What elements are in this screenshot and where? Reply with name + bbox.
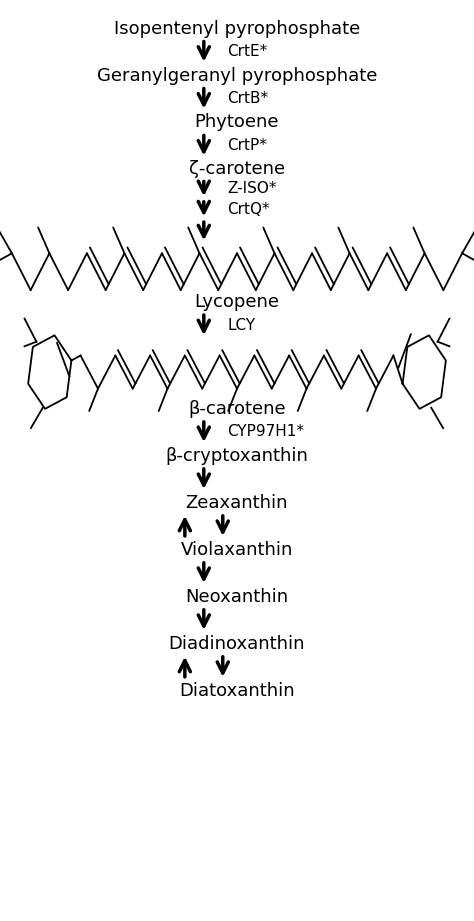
Text: Isopentenyl pyrophosphate: Isopentenyl pyrophosphate: [114, 20, 360, 39]
Text: LCY: LCY: [228, 318, 255, 332]
Text: CYP97H1*: CYP97H1*: [228, 425, 304, 439]
Text: Diadinoxanthin: Diadinoxanthin: [169, 635, 305, 653]
Text: CrtQ*: CrtQ*: [228, 202, 270, 216]
Text: Z-ISO*: Z-ISO*: [228, 181, 277, 196]
Text: β-cryptoxanthin: β-cryptoxanthin: [165, 447, 309, 465]
Text: CrtE*: CrtE*: [228, 44, 268, 59]
Text: ζ-carotene: ζ-carotene: [189, 160, 285, 179]
Text: Geranylgeranyl pyrophosphate: Geranylgeranyl pyrophosphate: [97, 66, 377, 85]
Text: Diatoxanthin: Diatoxanthin: [179, 682, 295, 700]
Text: CrtB*: CrtB*: [228, 91, 269, 106]
Text: Violaxanthin: Violaxanthin: [181, 541, 293, 559]
Text: Neoxanthin: Neoxanthin: [185, 588, 289, 606]
Text: β-carotene: β-carotene: [188, 400, 286, 418]
Text: Lycopene: Lycopene: [194, 293, 280, 311]
Text: CrtP*: CrtP*: [228, 138, 267, 153]
Text: Zeaxanthin: Zeaxanthin: [186, 494, 288, 512]
Text: Phytoene: Phytoene: [195, 113, 279, 132]
